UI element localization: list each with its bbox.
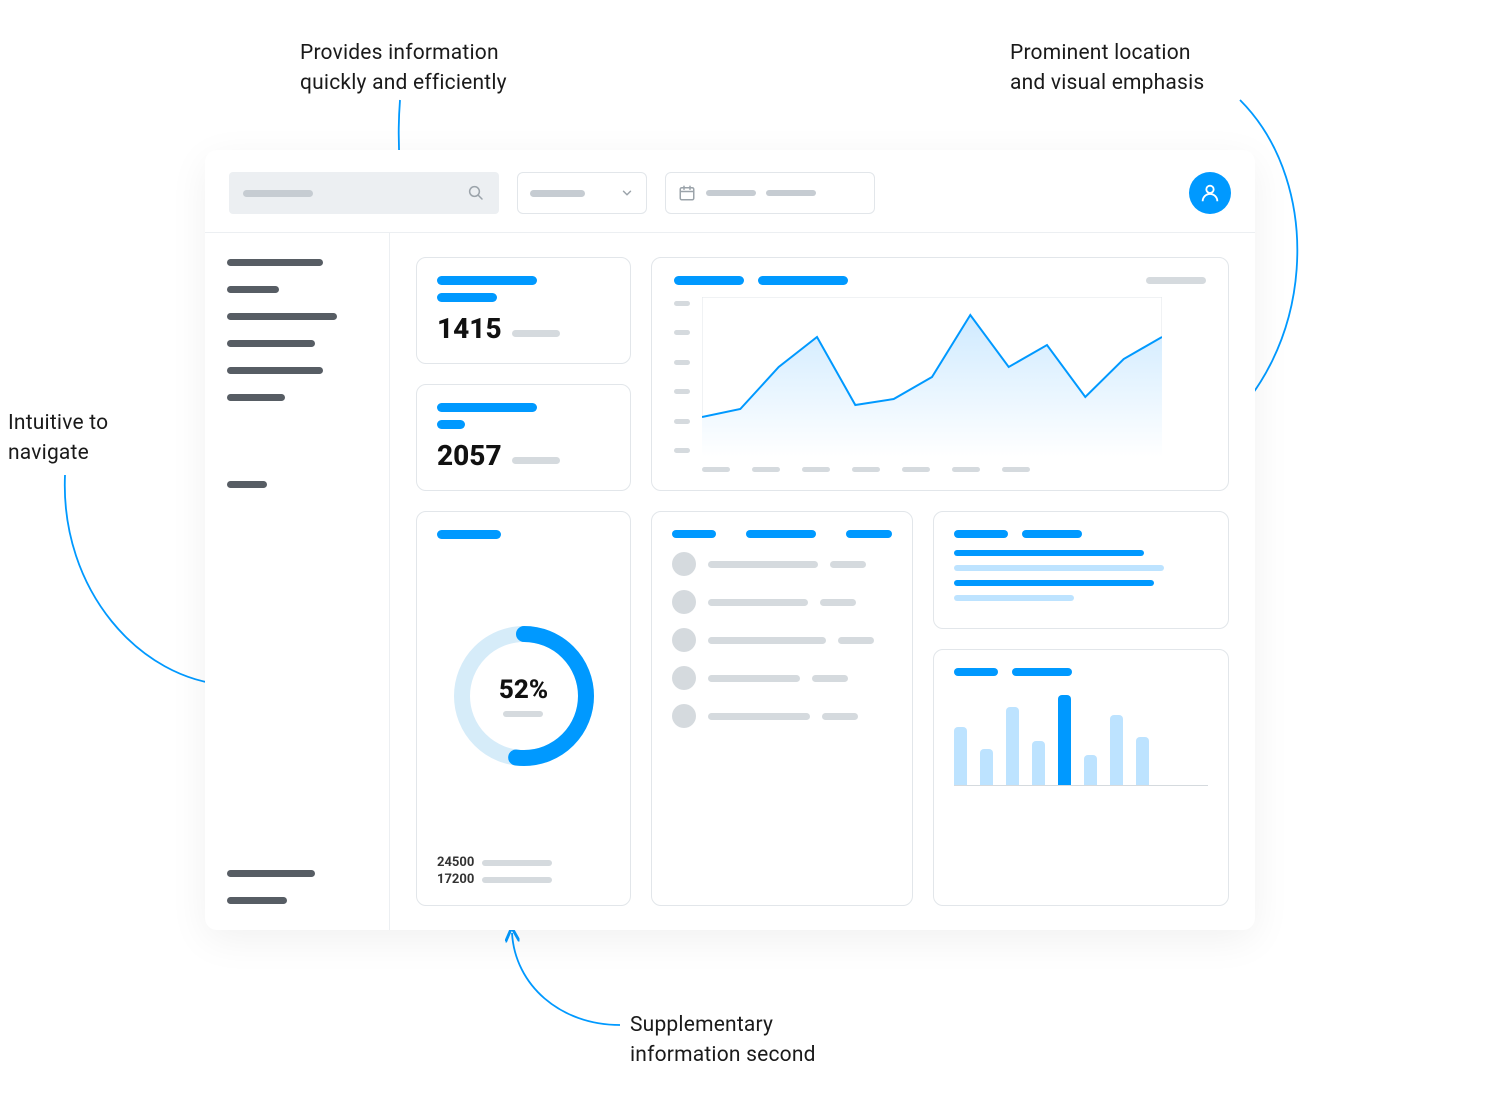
stat-card-2: 2057 [416, 384, 631, 491]
avatar-icon [672, 704, 696, 728]
user-icon [1199, 182, 1221, 204]
dashboard-window: 1415 2057 [205, 150, 1255, 930]
sidebar-item-1[interactable] [227, 286, 279, 293]
area-chart-card [651, 257, 1229, 491]
callout-supplementary: Supplementary information second [630, 1010, 816, 1071]
callout-info-efficient: Provides information quickly and efficie… [300, 38, 507, 99]
sidebar [205, 233, 390, 930]
list-header [672, 530, 892, 538]
sidebar-item-g3-0[interactable] [227, 870, 315, 877]
donut-sublabel [503, 711, 543, 717]
list-item[interactable] [672, 590, 892, 614]
main-content: 1415 2057 [390, 233, 1255, 930]
donut-card: 52% 24500 17200 [416, 511, 631, 906]
stat1-title [437, 276, 537, 285]
sidebar-item-4[interactable] [227, 367, 323, 374]
text-card-lines [954, 550, 1208, 601]
avatar-icon [672, 590, 696, 614]
stat2-subtitle [437, 420, 465, 429]
sidebar-item-3[interactable] [227, 340, 315, 347]
list-item[interactable] [672, 666, 892, 690]
donut-percent: 52% [499, 675, 548, 705]
callout-prominent: Prominent location and visual emphasis [1010, 38, 1204, 99]
x-axis-ticks [702, 467, 1206, 472]
user-avatar[interactable] [1189, 172, 1231, 214]
bar [980, 749, 993, 785]
date-from [706, 190, 756, 196]
search-icon [467, 184, 485, 202]
callout-navigate: Intuitive to navigate [8, 408, 108, 469]
donut-footer-row: 17200 [437, 872, 610, 887]
stat1-value: 1415 [437, 312, 502, 345]
bar [1058, 695, 1071, 785]
text-card-header [954, 530, 1208, 538]
arrow-bottom [500, 925, 640, 1035]
avatar-icon [672, 666, 696, 690]
search-input[interactable] [229, 172, 499, 214]
bar-chart-card [933, 649, 1229, 906]
search-placeholder [243, 190, 313, 197]
bar [954, 727, 967, 785]
date-to [766, 190, 816, 196]
avatar-icon [672, 628, 696, 652]
bar-chart-header [954, 668, 1208, 676]
list-item[interactable] [672, 552, 892, 576]
bar [1084, 755, 1097, 785]
stat1-subtitle [437, 293, 497, 302]
dropdown-value [530, 190, 585, 197]
bar [1032, 741, 1045, 785]
bar [1110, 715, 1123, 785]
sidebar-item-g3-1[interactable] [227, 897, 287, 904]
bar [1136, 737, 1149, 785]
text-card [933, 511, 1229, 629]
calendar-icon [678, 184, 696, 202]
topbar [205, 150, 1255, 233]
sidebar-item-0[interactable] [227, 259, 323, 266]
sidebar-item-5[interactable] [227, 394, 285, 401]
date-range-picker[interactable] [665, 172, 875, 214]
stat2-value: 2057 [437, 439, 502, 472]
donut-footer-row: 24500 [437, 855, 610, 870]
bar [1006, 707, 1019, 785]
stat-card-1: 1415 [416, 257, 631, 364]
filter-dropdown[interactable] [517, 172, 647, 214]
donut-title [437, 530, 501, 539]
bar-chart [954, 686, 1208, 786]
list-item[interactable] [672, 628, 892, 652]
area-chart [702, 297, 1162, 457]
chart-header [674, 276, 1206, 285]
list-card [651, 511, 913, 906]
sidebar-item-2[interactable] [227, 313, 337, 320]
y-axis-ticks [674, 297, 690, 457]
stat2-title [437, 403, 537, 412]
avatar-icon [672, 552, 696, 576]
list-item[interactable] [672, 704, 892, 728]
sidebar-item-g2-0[interactable] [227, 481, 267, 488]
list-body [672, 552, 892, 728]
donut-footer: 24500 17200 [437, 853, 610, 887]
chevron-down-icon [620, 186, 634, 200]
